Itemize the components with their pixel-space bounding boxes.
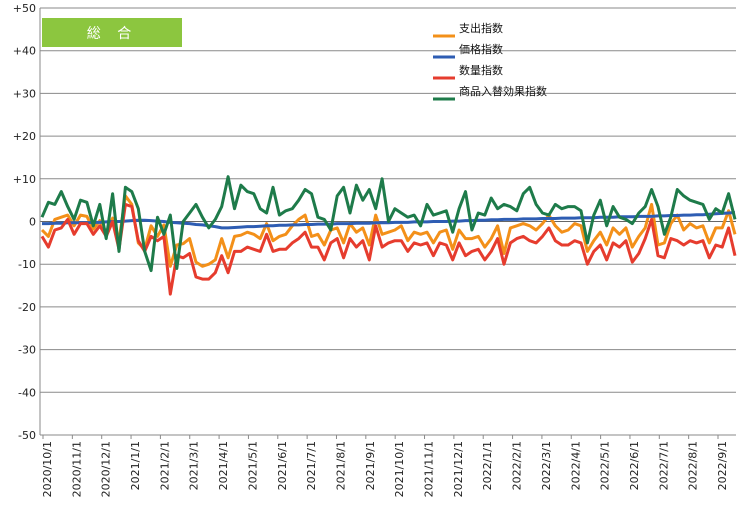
series-line-2	[40, 202, 737, 296]
x-tick-label: 2021/2/1	[158, 441, 171, 490]
y-axis-tick-labels: +50 +40 +30 +20 +10 0 -10 -20 -30 -40 -50	[13, 2, 36, 442]
x-tick-label: 2022/5/1	[599, 441, 612, 490]
x-tick-label: 2022/7/1	[657, 441, 670, 490]
x-tick-label: 2021/7/1	[305, 441, 318, 490]
x-tick-label: 2022/6/1	[628, 441, 641, 490]
y-tick-label: -30	[18, 344, 36, 357]
series-lines	[40, 175, 737, 296]
y-tick-label: +30	[13, 87, 36, 100]
overall-badge: 総 合	[42, 18, 182, 47]
legend-label: 数量指数	[459, 63, 503, 77]
x-tick-label: 2020/11/1	[70, 441, 83, 497]
x-tick-label: 2021/4/1	[217, 441, 230, 490]
y-tick-label: -50	[18, 429, 36, 442]
x-tick-label: 2022/1/1	[481, 441, 494, 490]
overall-badge-box	[42, 18, 182, 47]
x-tick-label: 2021/3/1	[188, 441, 201, 490]
y-tick-label: +50	[13, 2, 36, 15]
overall-badge-label: 総 合	[87, 26, 137, 42]
y-tick-label: -10	[18, 258, 36, 271]
x-tick-label: 2022/2/1	[511, 441, 524, 490]
x-tick-label: 2021/8/1	[334, 441, 347, 490]
series-line-0	[40, 194, 737, 268]
x-tick-label: 2022/8/1	[687, 441, 700, 490]
x-axis: 2020/10/1 2020/11/1 2020/12/1 2021/1/1 2021/…	[41, 435, 729, 497]
x-tick-label: 2021/5/1	[246, 441, 259, 490]
y-tick-label: +40	[13, 45, 36, 58]
x-tick-label: 2022/9/1	[716, 441, 729, 490]
x-tick-label: 2021/1/1	[129, 441, 142, 490]
y-tick-label: +10	[13, 173, 36, 186]
x-tick-label: 2021/11/1	[423, 441, 436, 497]
x-tick-label: 2021/9/1	[364, 441, 377, 490]
legend-label: 価格指数	[459, 42, 503, 56]
y-tick-label: +20	[13, 130, 36, 143]
x-tick-label: 2021/6/1	[276, 441, 289, 490]
x-tick-label: 2022/4/1	[569, 441, 582, 490]
x-tick-label: 2021/12/1	[452, 441, 465, 497]
x-tick-label: 2020/12/1	[100, 441, 113, 497]
y-tick-label: -20	[18, 301, 36, 314]
series-line-3	[40, 175, 737, 273]
y-tick-label: -40	[18, 386, 36, 399]
x-tick-label: 2022/3/1	[540, 441, 553, 490]
legend-label: 支出指数	[459, 21, 503, 35]
y-tick-label: 0	[29, 216, 36, 229]
x-tick-label: 2021/10/1	[393, 441, 406, 497]
legend-label: 商品入替効果指数	[459, 84, 547, 98]
x-tick-label: 2020/10/1	[41, 441, 54, 497]
